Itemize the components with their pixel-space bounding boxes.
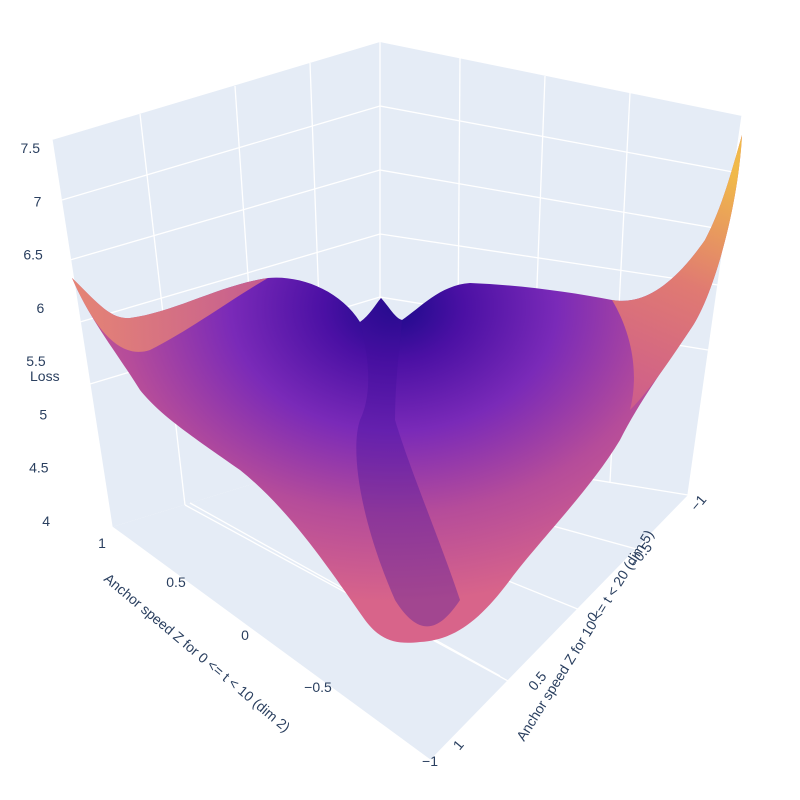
x-tick-label: −1 — [422, 753, 438, 769]
x-tick-label: 0 — [241, 627, 249, 643]
loss-surface — [72, 135, 742, 643]
z-tick-label: 6.5 — [23, 247, 43, 263]
z-tick-label: 5.5 — [26, 353, 46, 369]
x-tick-label: 1 — [98, 535, 106, 551]
z-tick-label: 5 — [39, 406, 47, 422]
x-tick-label: −0.5 — [304, 679, 332, 695]
z-tick-label: 7.5 — [21, 140, 41, 156]
z-tick-label: 4 — [42, 513, 50, 529]
z-tick-label: 4.5 — [29, 460, 49, 476]
z-tick-labels: 4 4.5 5 5.5 6 6.5 7 7.5 — [21, 140, 51, 529]
y-tick-label: −1 — [687, 491, 710, 514]
x-tick-labels: 1 0.5 0 −0.5 −1 — [98, 535, 438, 769]
z-tick-label: 7 — [34, 193, 42, 209]
z-tick-label: 6 — [36, 300, 44, 316]
surface-left-rim — [72, 278, 268, 352]
surface-right-rim — [612, 135, 742, 410]
surface-inner-shade — [356, 298, 460, 627]
y-tick-label: 1 — [450, 737, 467, 753]
surface-body — [72, 135, 742, 643]
x-tick-label: 0.5 — [166, 574, 186, 590]
z-axis-title: Loss — [30, 368, 60, 384]
